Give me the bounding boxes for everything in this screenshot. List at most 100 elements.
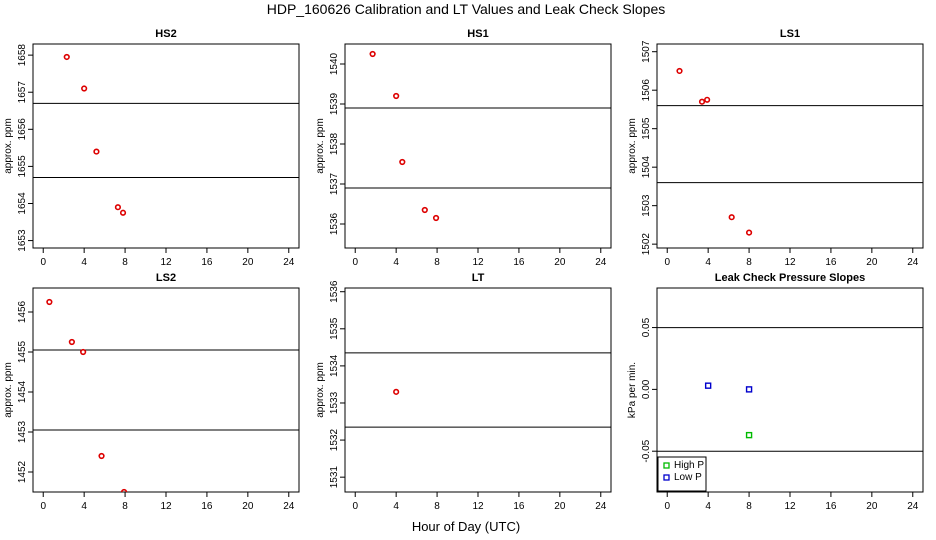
y-axis-title: kPa per min.: [627, 362, 638, 418]
x-tick-label: 20: [866, 257, 878, 268]
data-point: [81, 85, 88, 92]
data-point: [745, 386, 753, 393]
y-tick-label: 1536: [329, 280, 340, 303]
y-tick-label: 1532: [329, 429, 340, 452]
data-point: [745, 431, 753, 439]
x-tick-label: 24: [283, 501, 295, 512]
y-tick-label: 0.05: [641, 317, 652, 337]
data-point: [704, 96, 711, 103]
x-tick-label: 12: [784, 257, 796, 268]
y-tick-label: 1506: [641, 79, 652, 102]
y-axis-title: approx. ppm: [315, 118, 326, 174]
data-point: [745, 229, 753, 236]
y-tick-label: 1505: [641, 117, 652, 140]
y-tick-label: 1537: [329, 172, 340, 195]
x-tick-label: 4: [393, 501, 399, 512]
x-axis-title: Hour of Day (UTC): [412, 519, 520, 534]
y-tick-label: 1540: [329, 52, 340, 75]
x-tick-label: 20: [554, 501, 566, 512]
plot-area: [345, 352, 611, 428]
x-tick-label: 0: [664, 257, 670, 268]
plot-area: [33, 298, 299, 492]
data-point: [399, 158, 406, 166]
x-tick-label: 16: [201, 257, 213, 268]
x-tick-label: 12: [472, 501, 484, 512]
panel-4: LT approx. ppm 0 4 8 12 16 20 24 1531 1532 1533 1534…: [315, 272, 612, 512]
y-tick-label: 0.00: [641, 379, 652, 399]
x-tick-label: 4: [705, 257, 711, 268]
panel-0: HS2 approx. ppm 0 4 8 12 16 20 24 1653 1654 1655 165…: [3, 28, 300, 268]
x-tick-label: 20: [242, 501, 254, 512]
x-tick-label: 12: [472, 257, 484, 268]
y-tick-label: 1535: [329, 317, 340, 340]
data-point: [93, 148, 100, 155]
x-tick-label: 0: [40, 257, 46, 268]
y-axis-title: approx. ppm: [3, 118, 14, 174]
y-tick-label: 1539: [329, 92, 340, 115]
x-tick-label: 20: [242, 257, 254, 268]
y-tick-label: 1504: [641, 156, 652, 179]
y-tick-label: 1658: [17, 44, 28, 67]
y-tick-label: -0.05: [641, 439, 652, 462]
y-tick-label: 1536: [329, 212, 340, 235]
plot-frame: [344, 287, 612, 493]
x-tick-label: 0: [352, 501, 358, 512]
y-tick-label: 1452: [17, 460, 28, 483]
x-tick-label: 24: [595, 501, 607, 512]
plot-area: [33, 53, 299, 216]
y-tick-label: 1656: [17, 118, 28, 141]
legend-swatch: [663, 474, 670, 481]
data-point: [421, 206, 428, 214]
plot-frame: [32, 287, 300, 493]
plot-frame: [32, 43, 300, 249]
x-tick-label: 16: [513, 257, 525, 268]
panel-title: Leak Check Pressure Slopes: [715, 272, 865, 284]
x-tick-label: 12: [784, 501, 796, 512]
data-point: [728, 214, 735, 221]
x-tick-label: 24: [907, 257, 919, 268]
data-point: [114, 204, 122, 211]
data-point: [119, 209, 127, 216]
x-tick-label: 16: [513, 501, 525, 512]
plot-frame: [656, 43, 924, 249]
x-tick-label: 4: [393, 257, 399, 268]
data-point: [393, 92, 400, 100]
x-tick-label: 16: [201, 501, 213, 512]
data-point: [698, 98, 706, 105]
x-tick-label: 12: [160, 257, 172, 268]
data-point: [369, 50, 376, 58]
x-tick-label: 8: [122, 257, 128, 268]
y-tick-label: 1653: [17, 229, 28, 252]
x-tick-label: 0: [352, 257, 358, 268]
x-tick-label: 24: [283, 257, 295, 268]
data-point: [46, 298, 53, 306]
panel-2: LS1 approx. ppm 0 4 8 12 16 20 24 1502 1503 1504 150…: [627, 28, 924, 268]
x-tick-label: 16: [825, 501, 837, 512]
data-point: [393, 388, 400, 395]
y-tick-label: 1533: [329, 391, 340, 414]
data-point: [68, 338, 75, 346]
panel-title: LS2: [156, 272, 176, 284]
plot-area: [657, 327, 923, 452]
plot-area: [657, 67, 923, 236]
x-tick-label: 8: [434, 501, 440, 512]
x-tick-label: 8: [746, 501, 752, 512]
y-tick-label: 1502: [641, 233, 652, 256]
x-tick-label: 20: [866, 501, 878, 512]
data-point: [120, 488, 128, 492]
x-tick-label: 0: [40, 501, 46, 512]
x-tick-label: 4: [81, 501, 87, 512]
y-tick-label: 1503: [641, 194, 652, 217]
panel-title: HS2: [155, 28, 176, 40]
y-tick-label: 1654: [17, 192, 28, 215]
y-tick-label: 1538: [329, 132, 340, 155]
y-tick-label: 1534: [329, 354, 340, 377]
x-tick-label: 24: [595, 257, 607, 268]
y-tick-label: 1655: [17, 155, 28, 178]
data-point: [98, 452, 105, 460]
panel-3: LS2 approx. ppm 0 4 8 12 16 20 24 1452 1453 1454 145…: [3, 272, 300, 512]
panel-title: LS1: [780, 28, 800, 40]
plot-frame: [344, 43, 612, 249]
x-tick-label: 8: [746, 257, 752, 268]
